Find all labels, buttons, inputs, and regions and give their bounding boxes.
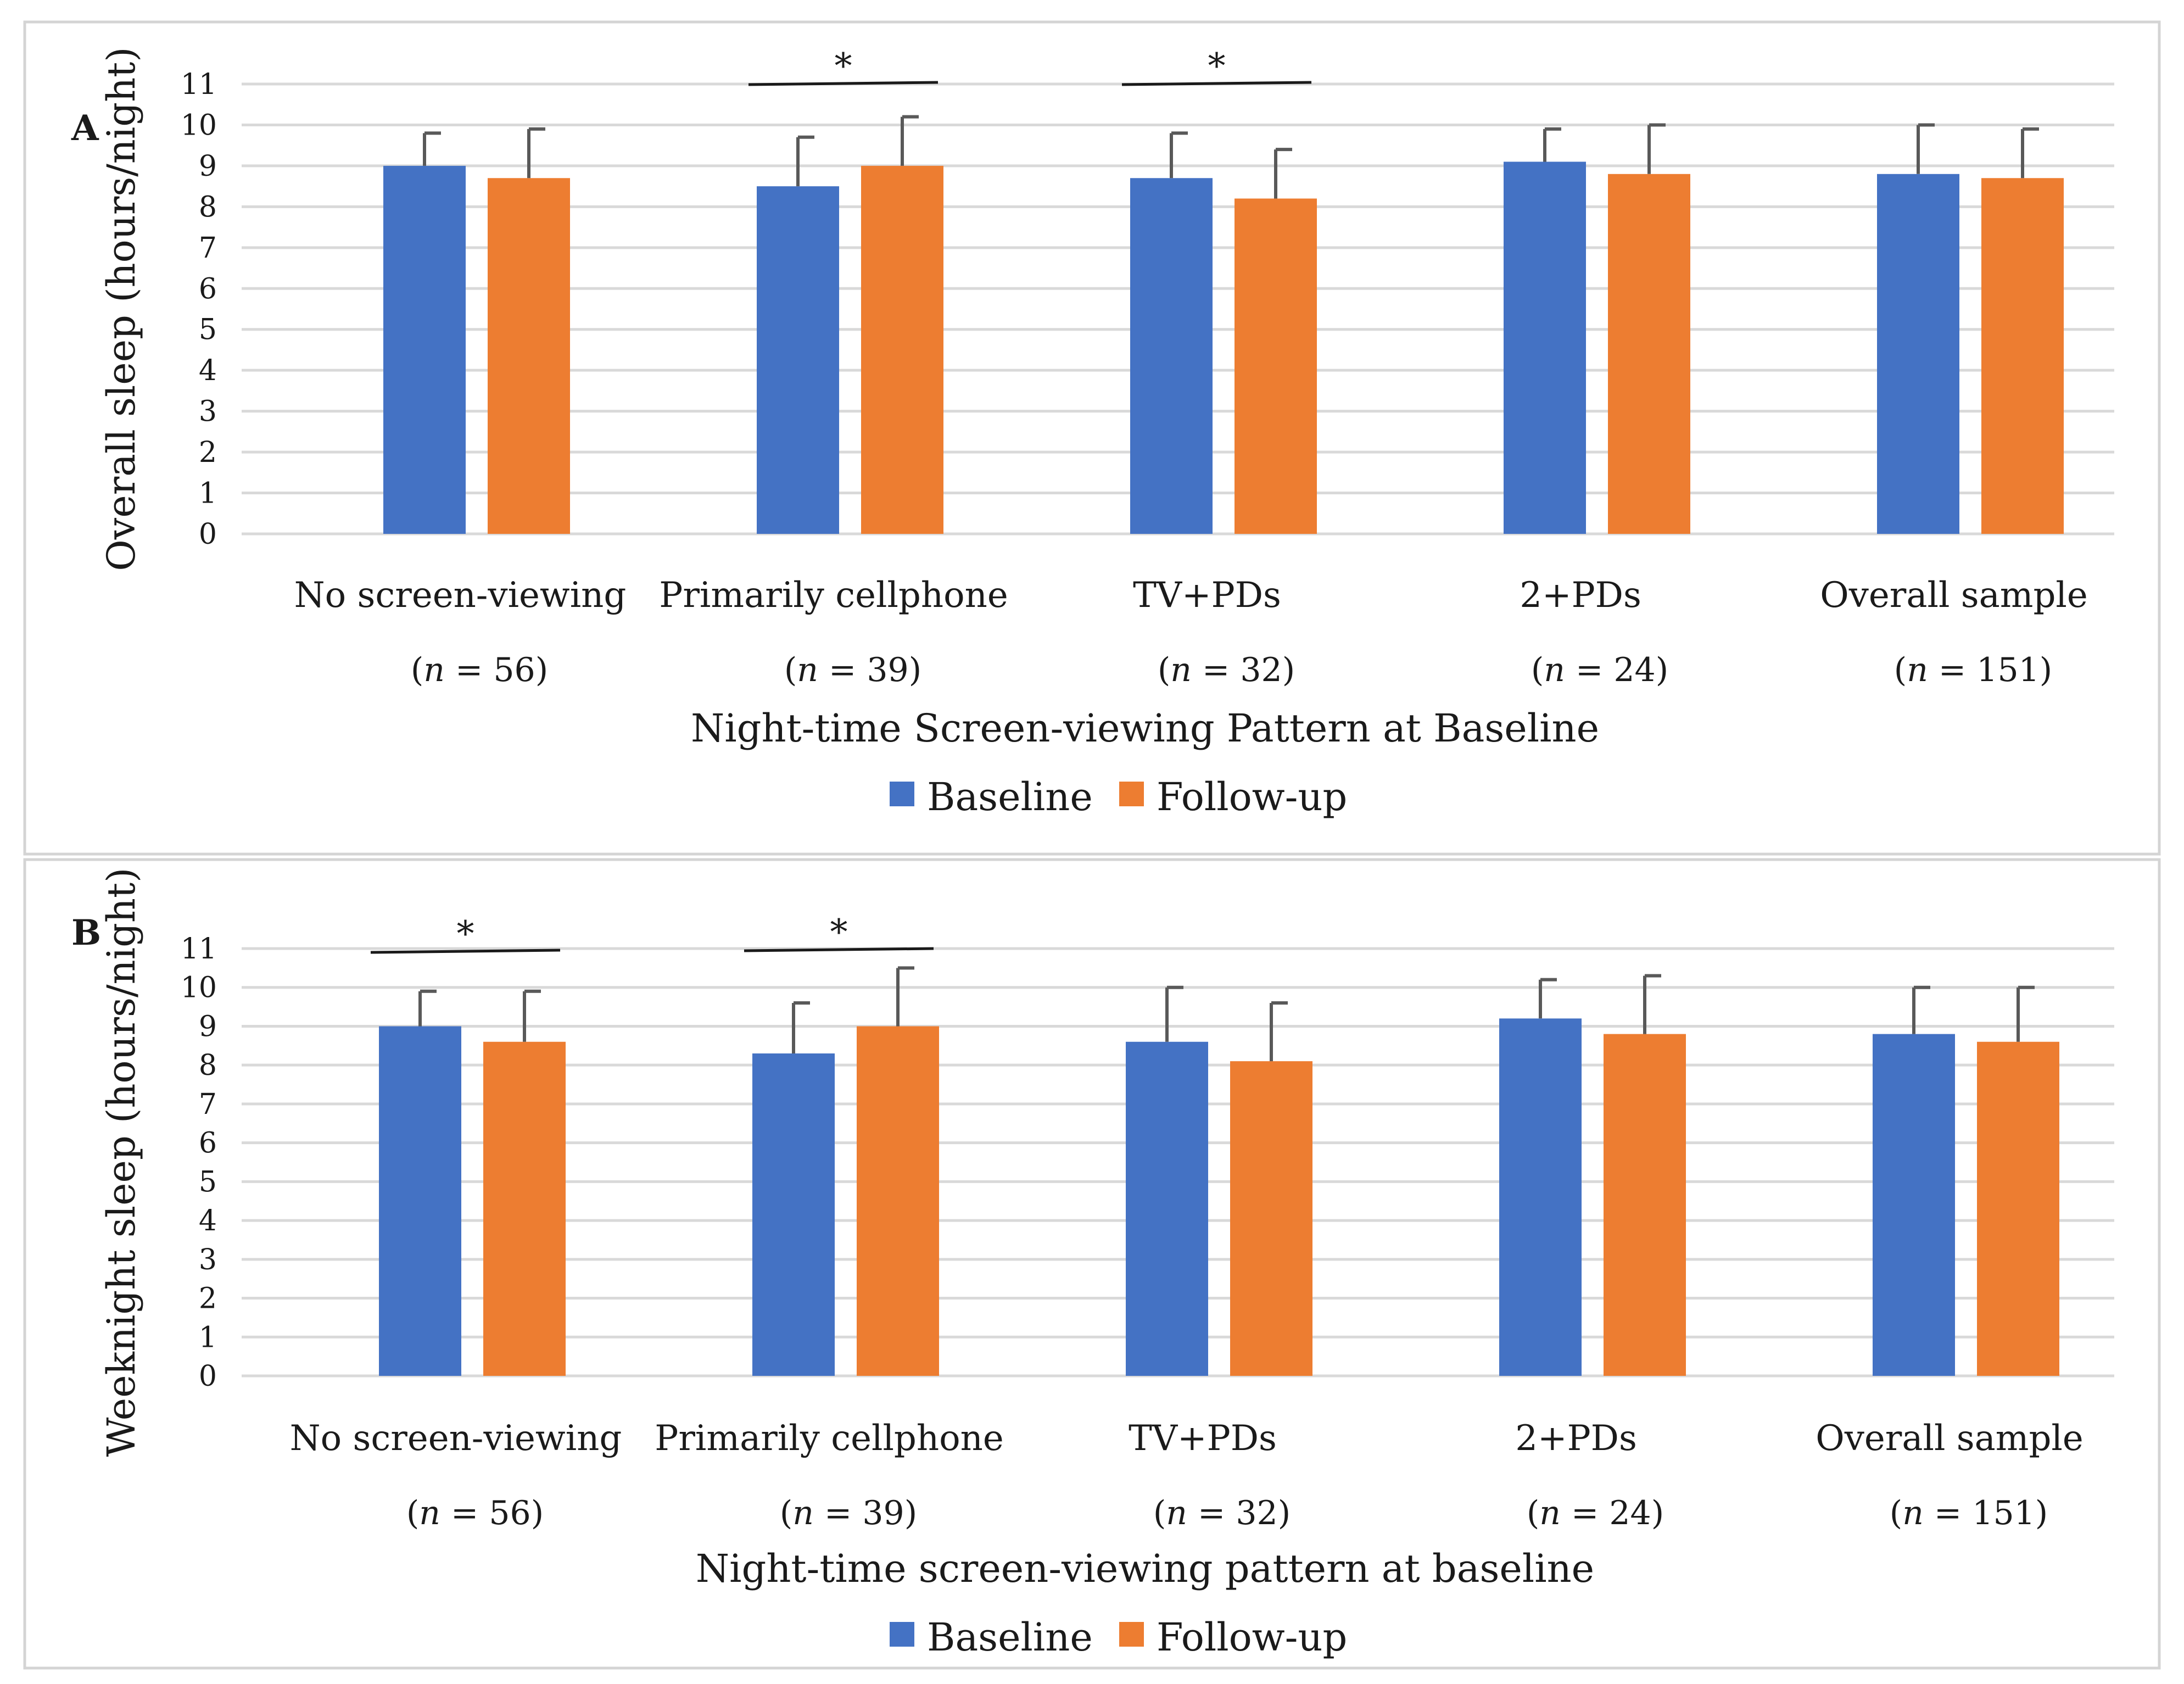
legend-label-follow-up: Follow-up — [1157, 774, 1347, 819]
y-tick-label: 5 — [199, 314, 217, 347]
category-label: Overall sample — [1816, 1418, 2084, 1459]
bar-follow-up-3 — [1604, 1034, 1686, 1376]
bar-follow-up-4 — [1977, 1041, 2059, 1376]
y-tick-label: 4 — [199, 1205, 217, 1237]
bar-follow-up-1 — [861, 165, 943, 534]
y-tick-label: 1 — [199, 477, 217, 510]
y-tick-label: 9 — [199, 1010, 217, 1043]
y-tick-label: 10 — [181, 109, 217, 142]
sample-size-label: (n = 32) — [1158, 651, 1295, 689]
panel-b: B 0 1 2 3 4 5 6 7 8 9 10 11 Weeknight sleep (hours/ni… — [23, 858, 2161, 1670]
significance-line — [748, 81, 939, 86]
x-axis-title: Night-time screen-viewing pattern at bas… — [696, 1546, 1594, 1591]
significance-line — [744, 947, 934, 952]
category-label: No screen-viewing — [290, 1418, 622, 1459]
sample-size-label: (n = 151) — [1894, 651, 2052, 689]
y-tick-label: 7 — [199, 232, 217, 265]
bar-baseline-1 — [752, 1053, 835, 1376]
significance-star: * — [457, 914, 474, 955]
bar-follow-up-2 — [1235, 198, 1317, 534]
bar-follow-up-0 — [488, 178, 570, 534]
sample-size-label: (n = 56) — [406, 1494, 544, 1532]
y-tick-label: 11 — [181, 68, 217, 101]
sample-size-label: (n = 39) — [784, 651, 921, 689]
bar-follow-up-1 — [857, 1026, 939, 1376]
category-label: Overall sample — [1820, 575, 2088, 616]
legend-swatch-baseline — [890, 1622, 914, 1647]
significance-star: * — [830, 912, 848, 953]
bar-follow-up-2 — [1230, 1061, 1312, 1376]
category-label: No screen-viewing — [294, 575, 627, 616]
bar-baseline-3 — [1504, 161, 1586, 534]
sample-size-label: (n = 39) — [780, 1494, 917, 1532]
y-tick-label: 6 — [199, 272, 217, 305]
category-label: Primarily cellphone — [659, 575, 1008, 616]
bar-follow-up-3 — [1608, 174, 1690, 534]
bar-baseline-2 — [1126, 1041, 1208, 1376]
significance-star: * — [1208, 46, 1226, 87]
y-tick-label: 8 — [199, 1049, 217, 1082]
y-tick-label: 0 — [199, 518, 217, 551]
bar-baseline-0 — [383, 165, 466, 534]
sample-size-label: (n = 56) — [411, 651, 548, 689]
y-tick-label: 5 — [199, 1166, 217, 1198]
y-tick-label: 3 — [199, 395, 217, 428]
bar-baseline-1 — [757, 186, 839, 534]
bar-baseline-3 — [1499, 1018, 1582, 1376]
sample-size-label: (n = 24) — [1527, 1494, 1664, 1532]
sample-size-label: (n = 151) — [1890, 1494, 2048, 1532]
legend-swatch-follow-up — [1119, 782, 1144, 806]
bar-baseline-2 — [1130, 178, 1213, 534]
category-label: 2+PDs — [1520, 575, 1641, 616]
y-axis-title: Weeknight sleep (hours/night) — [99, 868, 144, 1457]
panel-border — [23, 20, 2161, 856]
significance-star: * — [835, 46, 852, 87]
y-tick-label: 4 — [199, 354, 217, 387]
panel-a: A 0 1 2 3 4 5 6 7 8 9 10 11 Overall sleep (hours/nigh… — [23, 20, 2161, 856]
y-tick-label: 8 — [199, 191, 217, 224]
legend-label-follow-up: Follow-up — [1157, 1615, 1347, 1660]
panel-label: B — [71, 912, 101, 953]
x-axis-title: Night-time Screen-viewing Pattern at Bas… — [691, 706, 1599, 751]
y-tick-label: 9 — [199, 150, 217, 183]
y-tick-label: 10 — [181, 972, 217, 1005]
legend-label-baseline: Baseline — [927, 1615, 1093, 1660]
y-tick-label: 6 — [199, 1127, 217, 1160]
category-label: TV+PDs — [1133, 575, 1281, 616]
bar-baseline-4 — [1877, 174, 1959, 534]
category-label: TV+PDs — [1129, 1418, 1277, 1459]
significance-line — [1121, 81, 1312, 86]
y-tick-label: 2 — [199, 436, 217, 469]
y-tick-label: 7 — [199, 1088, 217, 1121]
bar-follow-up-0 — [483, 1041, 566, 1376]
y-tick-label: 0 — [199, 1360, 217, 1393]
y-tick-label: 3 — [199, 1244, 217, 1276]
category-label: 2+PDs — [1515, 1418, 1637, 1459]
legend-swatch-baseline — [890, 782, 914, 806]
bar-follow-up-4 — [1981, 178, 2064, 534]
legend-swatch-follow-up — [1119, 1622, 1144, 1647]
panel-border — [23, 858, 2161, 1670]
bar-baseline-0 — [379, 1026, 461, 1376]
y-axis-title: Overall sleep (hours/night) — [99, 47, 144, 571]
sample-size-label: (n = 24) — [1531, 651, 1668, 689]
significance-line — [370, 949, 561, 954]
y-tick-label: 2 — [199, 1282, 217, 1315]
y-tick-label: 11 — [181, 933, 217, 966]
sample-size-label: (n = 32) — [1153, 1494, 1291, 1532]
category-label: Primarily cellphone — [655, 1418, 1003, 1459]
y-tick-label: 1 — [199, 1321, 217, 1354]
legend-label-baseline: Baseline — [927, 774, 1093, 819]
bar-baseline-4 — [1873, 1034, 1955, 1376]
panel-label: A — [71, 108, 99, 149]
